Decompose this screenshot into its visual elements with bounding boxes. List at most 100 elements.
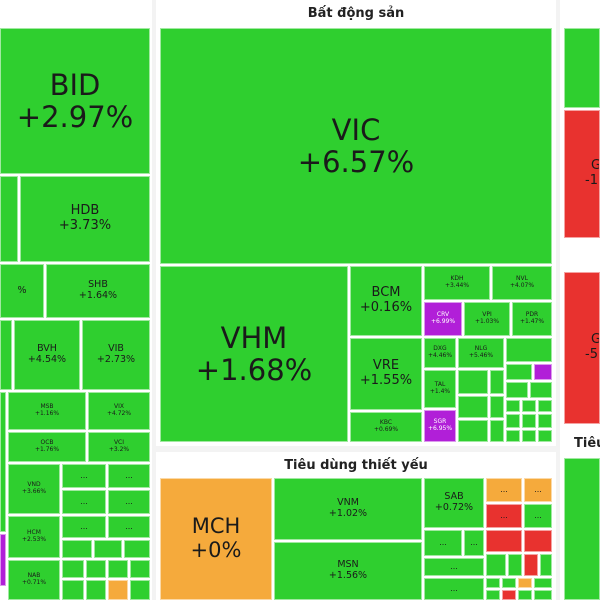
tile-small[interactable] xyxy=(124,540,150,558)
tile-small[interactable] xyxy=(538,414,552,428)
tile-small[interactable] xyxy=(508,554,522,576)
tile-small[interactable] xyxy=(486,578,500,588)
tile-small[interactable]: ... xyxy=(524,478,552,502)
tile-right-low[interactable]: G -5 xyxy=(564,272,600,424)
tile-kbc[interactable]: KBC +0.69% xyxy=(350,412,422,442)
tile-bvh[interactable]: BVH +4.54% xyxy=(14,320,80,390)
tile-small[interactable] xyxy=(62,560,84,578)
tile-small[interactable] xyxy=(534,590,552,600)
tile-small[interactable] xyxy=(522,430,536,442)
tile-right-mid[interactable]: G -1 xyxy=(564,110,600,238)
tile-small[interactable] xyxy=(458,396,488,418)
tile-unnamed[interactable] xyxy=(0,176,18,262)
tile-small[interactable] xyxy=(540,554,552,576)
tile-bcm[interactable]: BCM +0.16% xyxy=(350,266,422,336)
tile-small[interactable] xyxy=(108,560,128,578)
tile-pdr[interactable]: PDR +1.47% xyxy=(512,302,552,336)
tile-hcm[interactable]: HCM +2.53% xyxy=(8,516,60,558)
tile-small[interactable] xyxy=(130,580,150,600)
tile-vib[interactable]: VIB +2.73% xyxy=(82,320,150,390)
tile-bid[interactable]: BID +2.97% xyxy=(0,28,150,174)
tile-small[interactable] xyxy=(502,578,516,588)
tile-small[interactable] xyxy=(108,580,128,600)
tile-small[interactable]: ... xyxy=(424,578,484,600)
tile-small[interactable]: ... xyxy=(424,558,484,576)
tile-small[interactable]: ... xyxy=(524,504,552,528)
tile-small[interactable]: ... xyxy=(108,490,150,514)
tile-small[interactable] xyxy=(458,420,488,442)
tile-small[interactable]: ... xyxy=(108,464,150,488)
tile-small[interactable] xyxy=(506,382,528,398)
tile-small[interactable]: ... xyxy=(486,478,522,502)
tile-sgr[interactable]: SGR +6.95% xyxy=(424,410,456,442)
tile-small[interactable] xyxy=(506,400,520,412)
tile-vnm[interactable]: VNM +1.02% xyxy=(274,478,422,540)
tile-ceiling[interactable] xyxy=(534,364,552,380)
tile-small[interactable] xyxy=(506,364,532,380)
tile-small[interactable] xyxy=(522,400,536,412)
tile-msb[interactable]: MSB +1.16% xyxy=(8,392,86,430)
tile-shb[interactable]: SHB +1.64% xyxy=(46,264,150,318)
tile-small[interactable] xyxy=(522,414,536,428)
change: -1 xyxy=(585,173,598,188)
tile-crv[interactable]: CRV +6.99% xyxy=(424,302,462,336)
tile-vhm[interactable]: VHM +1.68% xyxy=(160,266,348,442)
tile-small[interactable] xyxy=(486,590,500,600)
tile-small[interactable] xyxy=(490,420,504,442)
tile-hdb[interactable]: HDB +3.73% xyxy=(20,176,150,262)
tile-small[interactable] xyxy=(62,580,84,600)
tile-small[interactable] xyxy=(518,578,532,588)
tile-small[interactable] xyxy=(524,554,538,576)
tile-vnd[interactable]: VND +3.66% xyxy=(8,464,60,514)
tile-small[interactable] xyxy=(506,414,520,428)
tile-small[interactable] xyxy=(502,590,516,600)
tile-small[interactable] xyxy=(94,540,122,558)
tile-vpi[interactable]: VPI +1.03% xyxy=(464,302,510,336)
tile-small[interactable] xyxy=(506,430,520,442)
tile-ceiling[interactable] xyxy=(0,534,6,586)
tile-small[interactable] xyxy=(86,560,106,578)
tile-small[interactable] xyxy=(538,400,552,412)
tile-small[interactable]: ... xyxy=(62,464,106,488)
tile-small[interactable] xyxy=(518,590,532,600)
tile-nvl[interactable]: NVL +4.07% xyxy=(492,266,552,300)
tile-dxg[interactable]: DXG +4.46% xyxy=(424,338,456,368)
tile-small[interactable] xyxy=(524,530,552,552)
tile-small[interactable] xyxy=(486,530,522,552)
tile-nlg[interactable]: NLG +5.46% xyxy=(458,338,504,368)
tile-small[interactable] xyxy=(490,370,504,394)
tile-small[interactable]: ... xyxy=(424,530,462,556)
change: +0.16% xyxy=(359,300,413,315)
tile-sab[interactable]: SAB +0.72% xyxy=(424,478,484,528)
tile-small[interactable] xyxy=(486,554,506,576)
tile-nab[interactable]: NAB +0.71% xyxy=(8,560,60,600)
tile-vix[interactable]: VIX +4.72% xyxy=(88,392,150,430)
tile-unnamed[interactable] xyxy=(0,392,6,532)
tile-small[interactable]: ... xyxy=(62,490,106,514)
tile-tal[interactable]: TAL +1.4% xyxy=(424,370,456,408)
tile-small[interactable]: ... xyxy=(108,516,150,538)
tile-small[interactable] xyxy=(538,430,552,442)
tile-small[interactable]: ... xyxy=(464,530,484,556)
tile-vre[interactable]: VRE +1.55% xyxy=(350,338,422,410)
tile-small[interactable] xyxy=(530,382,552,398)
tile-small[interactable] xyxy=(490,396,504,418)
tile-vic[interactable]: VIC +6.57% xyxy=(160,28,552,264)
tile-small[interactable] xyxy=(130,560,150,578)
tile-mch[interactable]: MCH +0% xyxy=(160,478,272,600)
tile-small[interactable] xyxy=(458,370,488,394)
tile-ocb[interactable]: OCB +1.76% xyxy=(8,432,86,462)
tile-kdh[interactable]: KDH +3.44% xyxy=(424,266,490,300)
tile-left-partial[interactable]: % xyxy=(0,264,44,318)
tile-unnamed[interactable] xyxy=(0,320,12,390)
tile-msn[interactable]: MSN +1.56% xyxy=(274,542,422,600)
tile-small[interactable] xyxy=(506,338,552,362)
tile-small[interactable] xyxy=(62,540,92,558)
tile-small[interactable]: ... xyxy=(486,504,522,528)
tile-unnamed[interactable] xyxy=(564,28,600,108)
tile-small[interactable]: ... xyxy=(62,516,106,538)
tile-unnamed[interactable] xyxy=(564,458,600,600)
tile-small[interactable] xyxy=(86,580,106,600)
tile-vci[interactable]: VCI +3.2% xyxy=(88,432,150,462)
tile-small[interactable] xyxy=(534,578,552,588)
